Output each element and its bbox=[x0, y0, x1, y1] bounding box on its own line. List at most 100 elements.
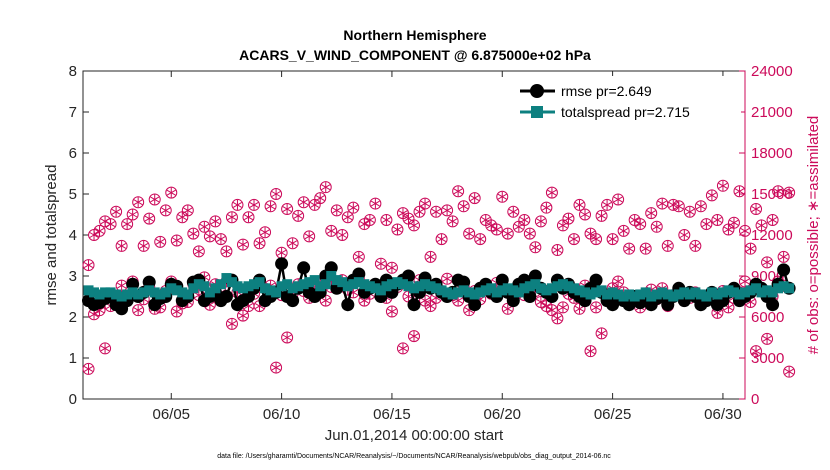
obs-possible-point bbox=[391, 223, 404, 236]
spread-point bbox=[530, 279, 541, 290]
obs-possible-point bbox=[203, 230, 216, 243]
spread-point bbox=[160, 287, 171, 298]
obs-possible-point bbox=[253, 237, 266, 250]
spread-point bbox=[342, 281, 353, 292]
obs-possible-star bbox=[365, 214, 375, 225]
obs-possible-star bbox=[150, 194, 160, 205]
obs-possible-point bbox=[347, 201, 360, 214]
obs-possible-point bbox=[214, 233, 227, 246]
obs-possible-point bbox=[639, 242, 652, 255]
spread-point bbox=[105, 287, 116, 298]
obs-possible-star bbox=[288, 238, 298, 249]
obs-assimilated-ring bbox=[612, 275, 625, 288]
obs-assimilated-ring bbox=[590, 301, 603, 314]
obs-possible-point bbox=[336, 229, 349, 241]
spread-point bbox=[370, 283, 381, 294]
obs-assimilated-point bbox=[319, 294, 332, 307]
obs-possible-point bbox=[264, 200, 277, 213]
spread-point bbox=[767, 287, 778, 298]
obs-assimilated-point bbox=[132, 304, 145, 317]
y-left-tick-label: 6 bbox=[69, 145, 77, 162]
y-left-tick-label: 5 bbox=[69, 186, 77, 203]
obs-possible-point bbox=[579, 208, 592, 221]
rmse-point bbox=[777, 263, 791, 277]
obs-assimilated-point bbox=[739, 275, 751, 288]
obs-possible-point bbox=[683, 205, 696, 218]
obs-possible-star bbox=[299, 197, 309, 208]
obs-possible-point bbox=[540, 201, 553, 214]
spread-point bbox=[486, 283, 497, 294]
obs-possible-star bbox=[608, 234, 618, 245]
obs-possible-star bbox=[591, 234, 601, 245]
spread-point bbox=[111, 289, 122, 300]
spread-point bbox=[420, 279, 431, 290]
spread-point bbox=[762, 285, 773, 296]
spread-point bbox=[359, 279, 370, 290]
spread-point bbox=[469, 289, 480, 300]
spread-point bbox=[298, 279, 309, 290]
obs-possible-star bbox=[348, 202, 358, 213]
spread-point bbox=[243, 281, 254, 292]
obs-possible-point bbox=[209, 215, 222, 228]
spread-point bbox=[320, 279, 331, 290]
spread-point bbox=[442, 287, 453, 298]
obs-possible-star bbox=[155, 236, 165, 247]
spread-point bbox=[618, 291, 629, 302]
obs-possible-point bbox=[716, 179, 729, 192]
spread-point bbox=[734, 289, 745, 300]
obs-possible-point bbox=[419, 197, 432, 210]
obs-possible-star bbox=[541, 202, 551, 213]
obs-possible-point bbox=[623, 242, 636, 255]
obs-assimilated-ring bbox=[545, 304, 558, 317]
spread-point bbox=[221, 273, 232, 284]
obs-possible-star bbox=[674, 201, 684, 212]
obs-possible-point bbox=[661, 239, 674, 252]
spread-point bbox=[778, 281, 789, 292]
obs-assimilated-ring bbox=[595, 327, 608, 340]
obs-possible-point bbox=[137, 239, 150, 252]
obs-possible-point bbox=[198, 220, 211, 233]
spread-point bbox=[171, 285, 182, 296]
obs-possible-star bbox=[260, 227, 270, 238]
obs-possible-point bbox=[385, 261, 398, 274]
obs-possible-star bbox=[232, 199, 243, 210]
obs-possible-point bbox=[369, 197, 382, 210]
obs-possible-point bbox=[319, 181, 332, 194]
obs-possible-point bbox=[463, 227, 476, 240]
obs-possible-point bbox=[236, 238, 249, 251]
obs-possible-point bbox=[573, 198, 586, 211]
rmse-point bbox=[468, 298, 482, 312]
obs-possible-point bbox=[231, 198, 244, 211]
obs-possible-star bbox=[569, 234, 579, 245]
obs-possible-star bbox=[122, 219, 132, 230]
obs-possible-star bbox=[144, 213, 154, 224]
obs-possible-point bbox=[590, 233, 603, 246]
spread-point bbox=[304, 277, 315, 288]
y-left-tick-label: 8 bbox=[69, 63, 77, 80]
obs-possible-star bbox=[613, 194, 623, 205]
spread-point bbox=[480, 285, 491, 296]
obs-possible-star bbox=[563, 213, 574, 224]
spread-point bbox=[226, 277, 237, 288]
spread-point bbox=[524, 281, 535, 292]
spread-point bbox=[508, 285, 519, 296]
obs-assimilated-ring bbox=[424, 300, 437, 313]
obs-possible-star bbox=[210, 216, 220, 227]
spread-point bbox=[607, 287, 618, 298]
spread-point bbox=[602, 289, 613, 300]
obs-possible-point bbox=[303, 230, 316, 243]
obs-possible-star bbox=[172, 235, 182, 246]
obs-possible-star bbox=[431, 206, 441, 217]
obs-possible-point bbox=[408, 219, 420, 232]
obs-possible-star bbox=[464, 228, 474, 239]
spread-point bbox=[100, 287, 111, 298]
spread-point bbox=[199, 281, 210, 292]
spread-point bbox=[265, 285, 276, 296]
obs-possible-point bbox=[739, 224, 751, 237]
chart-subtitle: ACARS_V_WIND_COMPONENT @ 6.875000e+02 hP… bbox=[239, 47, 591, 63]
spread-point bbox=[690, 287, 701, 298]
obs-possible-star bbox=[321, 182, 331, 193]
obs-assimilated-point bbox=[590, 301, 603, 314]
spread-point bbox=[475, 287, 486, 298]
